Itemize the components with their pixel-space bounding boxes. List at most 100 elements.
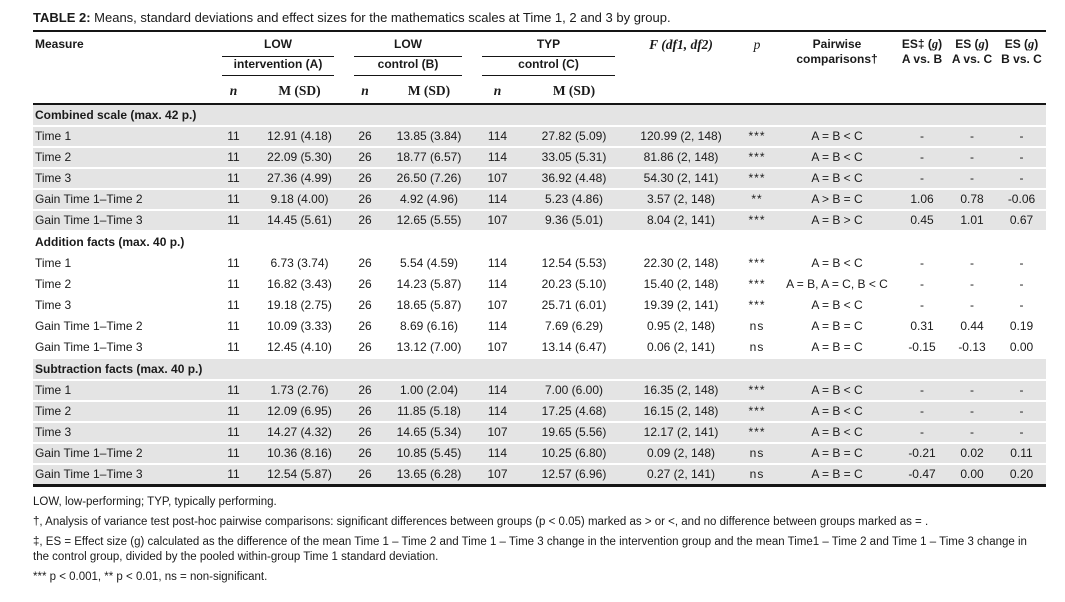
group-label: TYP [482, 37, 615, 57]
mean-sd-cell: 9.36 (5.01) [544, 213, 604, 227]
table-row: Time 3 11 19.18 (2.75) 26 18.65 (5.87) 107 25.… [33, 295, 1046, 316]
effect-size-ab-cell: - [920, 425, 924, 439]
measure-cell: Time 3 [35, 298, 72, 312]
section-title: Subtraction facts (max. 40 p.) [35, 362, 203, 376]
f-statistic-cell: 120.99 (2, 148) [640, 129, 722, 143]
n-cell: 11 [227, 213, 240, 227]
n-cell: 26 [358, 383, 372, 397]
f-statistic-cell: 81.86 (2, 148) [643, 150, 719, 164]
n-cell: 114 [487, 192, 508, 206]
mean-sd-cell: 4.92 (4.96) [399, 192, 459, 206]
effect-size-ab-cell: - [920, 256, 924, 270]
effect-size-ac-cell: - [970, 298, 974, 312]
p-value-cell: ** [751, 192, 763, 206]
footnote-double-dagger: ‡, ES = Effect size (g) calculated as th… [33, 536, 1027, 563]
table-row: Time 2 11 12.09 (6.95) 26 11.85 (5.18) 114 17.… [33, 401, 1046, 422]
effect-size-ab-cell: - [920, 277, 924, 291]
n-cell: 26 [358, 277, 372, 291]
effect-size-bc-cell: 0.00 [1009, 340, 1034, 354]
pairwise-comparison-cell: A = B > C [811, 213, 863, 227]
mean-sd-cell: 13.65 (6.28) [396, 467, 462, 481]
measure-cell: Time 2 [35, 150, 72, 164]
mean-sd-cell: 12.09 (6.95) [267, 404, 332, 418]
n-cell: 26 [358, 171, 372, 185]
table-row: Time 1 11 1.73 (2.76) 26 1.00 (2.04) 114 7.00 … [33, 380, 1046, 401]
mean-sd-cell: 33.05 (5.31) [541, 150, 607, 164]
f-statistic-cell: 3.57 (2, 148) [646, 192, 716, 206]
col-header-msd: M (SD) [552, 83, 596, 98]
effect-size-ac-cell: 0.44 [960, 319, 984, 333]
mean-sd-cell: 12.91 (4.18) [267, 129, 332, 143]
effect-size-ab-cell: - [920, 129, 924, 143]
measure-cell: Gain Time 1–Time 2 [35, 319, 143, 333]
n-cell: 26 [358, 192, 372, 206]
f-statistic-cell: 16.15 (2, 148) [643, 404, 719, 418]
n-cell: 11 [227, 425, 240, 439]
table-row: Time 2 11 22.09 (5.30) 26 18.77 (6.57) 114 33.… [33, 147, 1046, 168]
table-header: Measure LOW LOW TYP F (df1, df2) p Pairw… [33, 32, 1046, 104]
effect-size-ac-cell: -0.13 [958, 340, 986, 354]
n-cell: 26 [358, 213, 372, 227]
page: TABLE 2: Means, standard deviations and … [33, 10, 1046, 585]
subgroup-label-intervention-a: intervention (A) [212, 57, 344, 81]
n-cell: 26 [358, 425, 372, 439]
mean-sd-cell: 6.73 (3.74) [270, 256, 329, 270]
effect-size-bc-cell: - [1019, 171, 1024, 185]
effect-size-bc-cell: - [1019, 256, 1024, 270]
header-row-groups: Measure LOW LOW TYP F (df1, df2) p Pairw… [33, 32, 1046, 66]
f-statistic-cell: 54.30 (2, 141) [643, 171, 719, 185]
mean-sd-cell: 27.82 (5.09) [541, 129, 607, 143]
table-row: Gain Time 1–Time 2 11 10.36 (8.16) 26 10.85 … [33, 443, 1046, 464]
n-cell: 11 [227, 171, 240, 185]
table-row: Time 2 11 16.82 (3.43) 26 14.23 (5.87) 114 20.… [33, 274, 1046, 295]
pairwise-comparison-cell: A = B < C [811, 171, 863, 185]
section-title: Combined scale (max. 42 p.) [35, 108, 197, 122]
pairwise-comparison-cell: A = B, A = C, B < C [786, 277, 888, 291]
effect-size-ac-cell: - [970, 404, 974, 418]
effect-size-bc-cell: - [1019, 277, 1024, 291]
subgroup-label-control-c: control (C) [472, 57, 625, 81]
p-value-cell: ns [749, 340, 765, 354]
table-row: Gain Time 1–Time 3 11 12.45 (4.10) 26 13.12 … [33, 337, 1046, 358]
f-statistic-cell: 12.17 (2, 141) [643, 425, 719, 439]
n-cell: 26 [358, 298, 372, 312]
pairwise-comparison-cell: A = B = C [811, 467, 863, 481]
p-value-cell: *** [748, 150, 766, 164]
n-cell: 11 [227, 383, 240, 397]
effect-size-ab-cell: - [920, 383, 924, 397]
table-caption-text: Means, standard deviations and effect si… [90, 10, 671, 25]
mean-sd-cell: 7.69 (6.29) [544, 319, 604, 333]
effect-size-ac-cell: 0.78 [960, 192, 984, 206]
f-statistic-cell: 0.27 (2, 141) [646, 467, 716, 481]
effect-size-bc-cell: 0.19 [1009, 319, 1034, 333]
pairwise-comparison-cell: A = B < C [811, 129, 863, 143]
col-header-n: n [493, 83, 502, 98]
n-cell: 11 [227, 129, 240, 143]
p-value-cell: *** [748, 404, 766, 418]
n-cell: 26 [358, 256, 372, 270]
measure-cell: Time 2 [35, 277, 72, 291]
mean-sd-cell: 5.23 (4.86) [544, 192, 604, 206]
effect-size-ab-cell: 0.45 [910, 213, 934, 227]
mean-sd-cell: 19.65 (5.56) [541, 425, 607, 439]
section-0: Combined scale (max. 42 p.) Time 1 11 12.91… [33, 104, 1046, 231]
p-value-cell: *** [748, 425, 766, 439]
mean-sd-cell: 5.54 (4.59) [399, 256, 459, 270]
n-cell: 11 [227, 319, 240, 333]
f-statistic-cell: 22.30 (2, 148) [643, 256, 719, 270]
mean-sd-cell: 26.50 (7.26) [396, 171, 462, 185]
col-header-f-statistic: F (df1, df2) [649, 37, 713, 52]
effect-size-ab-cell: - [920, 150, 924, 164]
mean-sd-cell: 9.18 (4.00) [270, 192, 329, 206]
effect-size-bc-cell: - [1019, 383, 1024, 397]
group-label: LOW [354, 37, 462, 57]
f-statistic-cell: 19.39 (2, 141) [643, 298, 719, 312]
footnotes: LOW, low-performing; TYP, typically perf… [33, 487, 1046, 585]
mean-sd-cell: 13.85 (3.84) [396, 129, 462, 143]
pairwise-comparison-cell: A = B < C [811, 256, 863, 270]
pairwise-comparison-cell: A > B = C [811, 192, 863, 206]
section-2: Subtraction facts (max. 40 p.) Time 1 11 1.… [33, 358, 1046, 486]
n-cell: 107 [487, 213, 508, 227]
mean-sd-cell: 18.65 (5.87) [396, 298, 462, 312]
measure-cell: Time 1 [35, 129, 72, 143]
